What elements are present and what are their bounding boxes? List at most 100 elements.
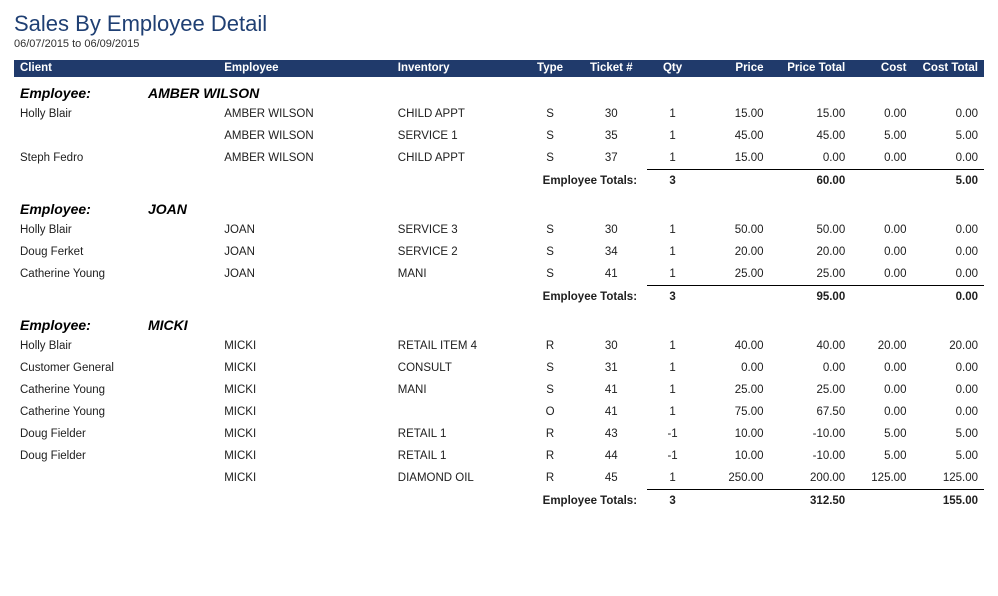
employee-totals-cost-total: 155.00 xyxy=(912,490,984,514)
employee-totals-row: Employee Totals:395.000.00 xyxy=(14,286,984,310)
cell-price: 40.00 xyxy=(698,335,769,357)
cell-client: Customer General xyxy=(14,357,218,379)
cell-inventory: DIAMOND OIL xyxy=(392,467,525,490)
cell-price: 15.00 xyxy=(698,103,769,125)
cell-qty: 1 xyxy=(647,263,698,286)
cell-cost: 0.00 xyxy=(851,103,912,125)
employee-group-name: MICKI xyxy=(148,317,188,333)
cell-qty: 1 xyxy=(647,147,698,170)
employee-group-header-cell: Employee:MICKI xyxy=(14,309,984,335)
cell-ticket: 30 xyxy=(576,103,647,125)
cell-qty: 1 xyxy=(647,103,698,125)
cell-price: 45.00 xyxy=(698,125,769,147)
cell-inventory: SERVICE 1 xyxy=(392,125,525,147)
employee-totals-price-total: 95.00 xyxy=(770,286,852,310)
col-header-employee: Employee xyxy=(218,60,392,77)
cell-cost-total: 0.00 xyxy=(912,401,984,423)
col-header-ticket: Ticket # xyxy=(576,60,647,77)
cell-qty: 1 xyxy=(647,241,698,263)
table-row: Catherine YoungJOANMANIS41125.0025.000.0… xyxy=(14,263,984,286)
employee-group-label: Employee: xyxy=(20,85,148,101)
employee-totals-price-total: 312.50 xyxy=(770,490,852,514)
cell-client: Holly Blair xyxy=(14,219,218,241)
cell-ticket: 45 xyxy=(576,467,647,490)
cell-price: 25.00 xyxy=(698,263,769,286)
cell-ticket: 41 xyxy=(576,401,647,423)
cell-inventory: SERVICE 2 xyxy=(392,241,525,263)
cell-cost-total: 5.00 xyxy=(912,423,984,445)
cell-price: 15.00 xyxy=(698,147,769,170)
cell-ticket: 30 xyxy=(576,335,647,357)
employee-group-header: Employee:JOAN xyxy=(14,193,984,219)
cell-inventory: MANI xyxy=(392,379,525,401)
cell-price-total: 45.00 xyxy=(770,125,852,147)
cell-client: Catherine Young xyxy=(14,379,218,401)
cell-price-total: -10.00 xyxy=(770,445,852,467)
table-row: AMBER WILSONSERVICE 1S35145.0045.005.005… xyxy=(14,125,984,147)
employee-totals-price-blank xyxy=(698,490,769,514)
cell-employee: MICKI xyxy=(218,401,392,423)
cell-cost-total: 0.00 xyxy=(912,357,984,379)
employee-totals-cost-blank xyxy=(851,286,912,310)
cell-price-total: 200.00 xyxy=(770,467,852,490)
cell-qty: 1 xyxy=(647,379,698,401)
cell-employee: JOAN xyxy=(218,263,392,286)
cell-price: 50.00 xyxy=(698,219,769,241)
cell-type: R xyxy=(525,467,576,490)
employee-totals-price-blank xyxy=(698,286,769,310)
cell-price: 0.00 xyxy=(698,357,769,379)
cell-type: S xyxy=(525,241,576,263)
cell-client: Catherine Young xyxy=(14,401,218,423)
cell-employee: MICKI xyxy=(218,467,392,490)
cell-price-total: 50.00 xyxy=(770,219,852,241)
cell-cost: 0.00 xyxy=(851,379,912,401)
cell-inventory: RETAIL ITEM 4 xyxy=(392,335,525,357)
employee-group-label: Employee: xyxy=(20,317,148,333)
cell-qty: -1 xyxy=(647,445,698,467)
employee-group-header-cell: Employee:JOAN xyxy=(14,193,984,219)
table-row: Steph FedroAMBER WILSONCHILD APPTS37115.… xyxy=(14,147,984,170)
table-body: Employee:AMBER WILSONHolly BlairAMBER WI… xyxy=(14,77,984,513)
cell-client: Doug Fielder xyxy=(14,423,218,445)
employee-group-header-cell: Employee:AMBER WILSON xyxy=(14,77,984,103)
col-header-client: Client xyxy=(14,60,218,77)
cell-ticket: 43 xyxy=(576,423,647,445)
cell-employee: MICKI xyxy=(218,357,392,379)
employee-totals-label: Employee Totals: xyxy=(14,490,647,514)
employee-totals-qty: 3 xyxy=(647,286,698,310)
cell-client: Catherine Young xyxy=(14,263,218,286)
cell-cost-total: 0.00 xyxy=(912,103,984,125)
cell-cost: 20.00 xyxy=(851,335,912,357)
col-header-price: Price xyxy=(698,60,769,77)
table-row: Catherine YoungMICKIO41175.0067.500.000.… xyxy=(14,401,984,423)
cell-price-total: -10.00 xyxy=(770,423,852,445)
cell-cost: 5.00 xyxy=(851,445,912,467)
cell-cost-total: 0.00 xyxy=(912,263,984,286)
cell-cost-total: 5.00 xyxy=(912,125,984,147)
col-header-price-total: Price Total xyxy=(770,60,852,77)
cell-ticket: 35 xyxy=(576,125,647,147)
cell-cost: 0.00 xyxy=(851,357,912,379)
table-header: Client Employee Inventory Type Ticket # … xyxy=(14,60,984,77)
cell-cost-total: 0.00 xyxy=(912,241,984,263)
cell-employee: AMBER WILSON xyxy=(218,103,392,125)
cell-type: S xyxy=(525,147,576,170)
cell-client xyxy=(14,467,218,490)
table-row: Catherine YoungMICKIMANIS41125.0025.000.… xyxy=(14,379,984,401)
table-row: Holly BlairAMBER WILSONCHILD APPTS30115.… xyxy=(14,103,984,125)
cell-client: Doug Fielder xyxy=(14,445,218,467)
cell-price: 20.00 xyxy=(698,241,769,263)
cell-client: Holly Blair xyxy=(14,103,218,125)
cell-type: R xyxy=(525,445,576,467)
cell-inventory: CONSULT xyxy=(392,357,525,379)
cell-employee: AMBER WILSON xyxy=(218,147,392,170)
cell-ticket: 41 xyxy=(576,263,647,286)
cell-ticket: 30 xyxy=(576,219,647,241)
cell-cost-total: 125.00 xyxy=(912,467,984,490)
employee-totals-label: Employee Totals: xyxy=(14,286,647,310)
cell-cost: 5.00 xyxy=(851,125,912,147)
employee-totals-price-total: 60.00 xyxy=(770,170,852,194)
cell-inventory: CHILD APPT xyxy=(392,103,525,125)
cell-cost-total: 0.00 xyxy=(912,147,984,170)
cell-ticket: 44 xyxy=(576,445,647,467)
